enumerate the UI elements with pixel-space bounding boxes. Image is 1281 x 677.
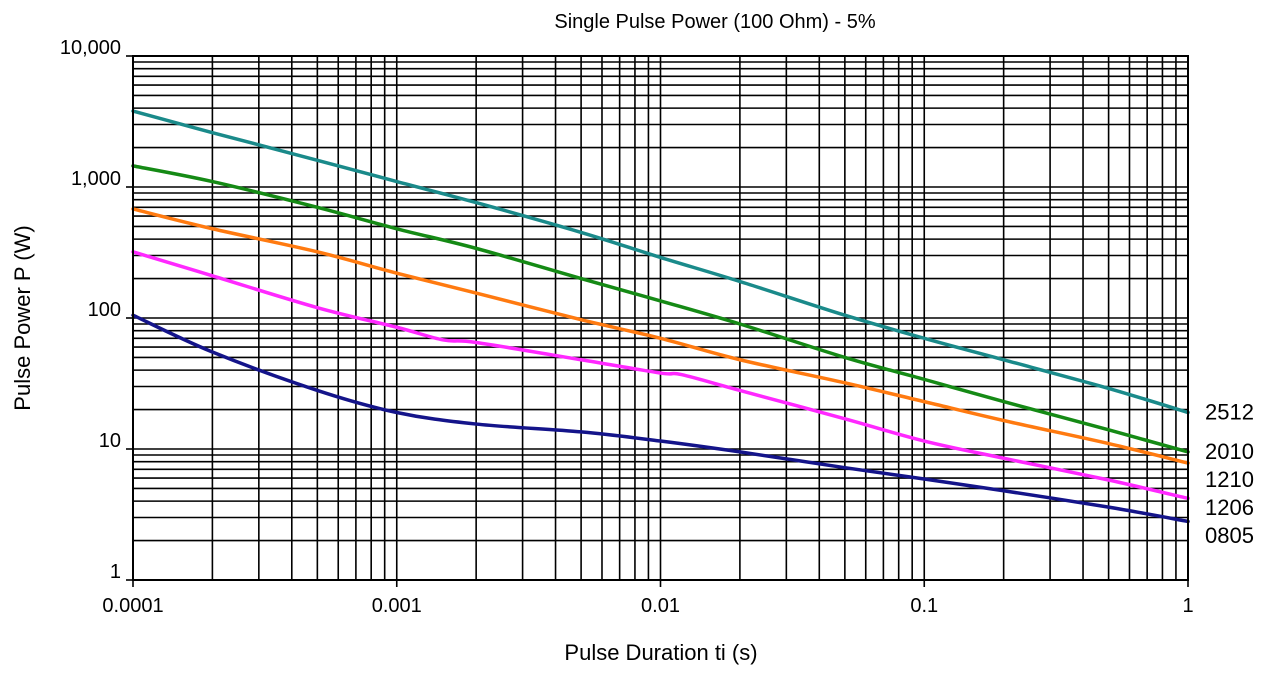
x-tick-label: 0.0001 — [102, 595, 163, 617]
y-axis-label: Pulse Power P (W) — [10, 225, 35, 410]
series-label-2010: 2010 — [1205, 439, 1254, 464]
x-tick-label: 0.001 — [372, 595, 422, 617]
series-label-2512: 2512 — [1205, 399, 1254, 424]
series-labels: 2512 2010 1210 1206 0805 — [1205, 399, 1254, 547]
y-tick-label: 1,000 — [71, 168, 121, 190]
x-tick-label: 0.1 — [910, 595, 938, 617]
y-axis-ticks: 1 10 100 1,000 10,000 — [60, 37, 133, 583]
x-tick-label: 0.01 — [641, 595, 680, 617]
series-label-1206: 1206 — [1205, 495, 1254, 520]
chart-title: Single Pulse Power (100 Ohm) - 5% — [554, 11, 875, 33]
series-group — [131, 109, 1190, 524]
y-tick-label: 10,000 — [60, 37, 121, 59]
y-tick-label: 1 — [110, 561, 121, 583]
series-line-2512 — [131, 109, 1190, 415]
y-tick-label: 10 — [99, 430, 121, 452]
series-label-0805: 0805 — [1205, 523, 1254, 548]
series-line-2010 — [131, 164, 1190, 454]
x-axis-ticks: 0.0001 0.001 0.01 0.1 1 — [102, 580, 1194, 617]
series-line-0805 — [131, 313, 1190, 524]
x-axis-label: Pulse Duration ti (s) — [564, 640, 757, 665]
y-tick-label: 100 — [88, 299, 121, 321]
grid — [133, 56, 1188, 580]
series-line-1206 — [131, 250, 1190, 501]
series-line-1210 — [131, 207, 1190, 465]
x-tick-label: 1 — [1182, 595, 1193, 617]
series-label-1210: 1210 — [1205, 467, 1254, 492]
